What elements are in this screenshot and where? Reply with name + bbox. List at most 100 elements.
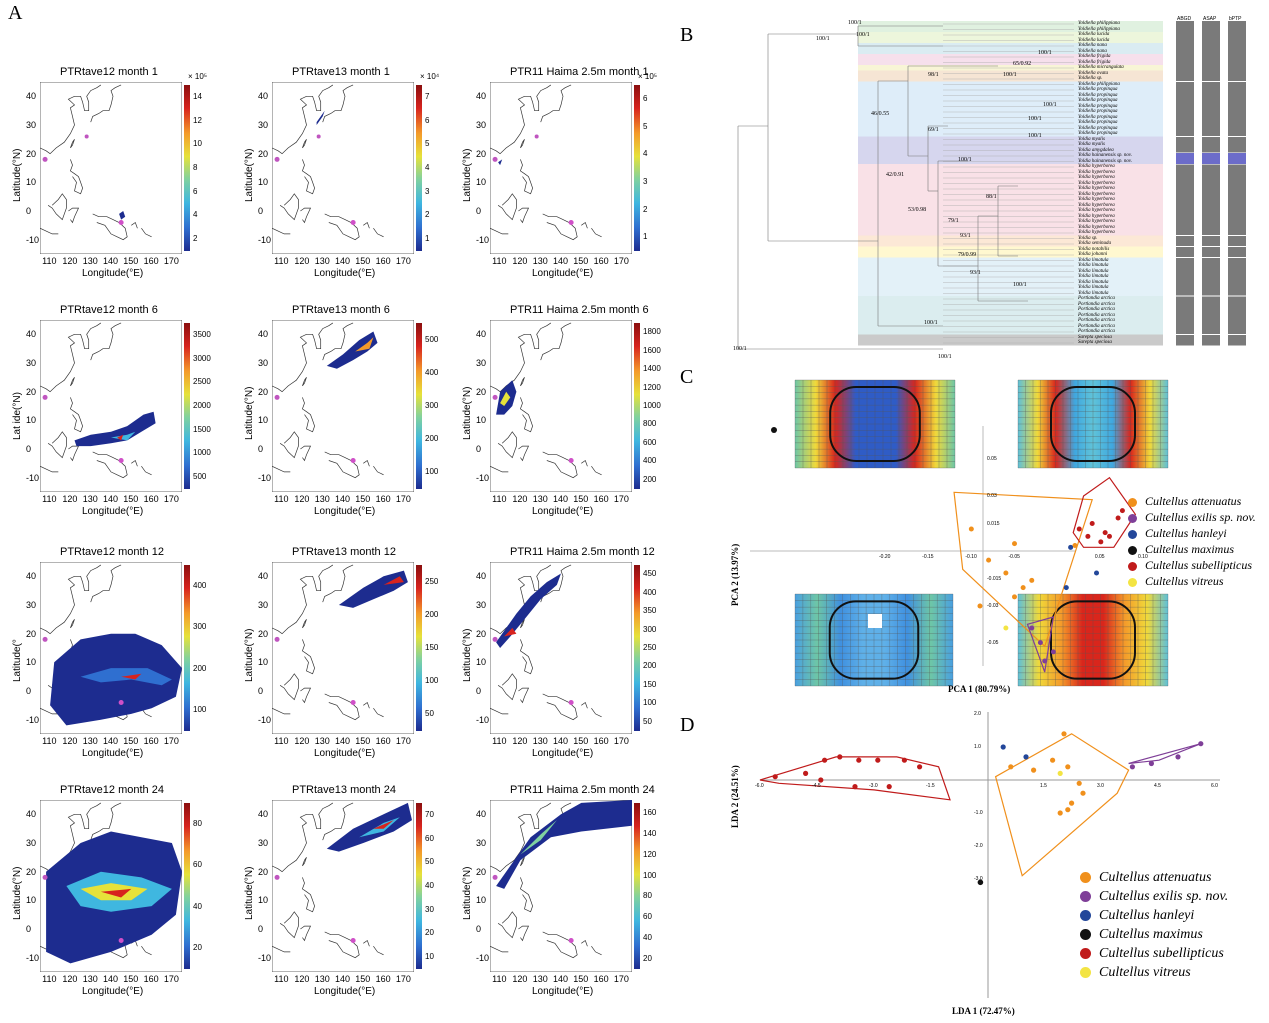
data-point	[1175, 754, 1181, 760]
lat-tick: 0	[476, 924, 482, 934]
colorbar-tick: 400	[643, 456, 657, 466]
colorbar-tick: 10	[425, 952, 434, 962]
lat-tick: 10	[476, 177, 487, 188]
tree-tip-label: Yoldiella propinqua	[1078, 87, 1118, 92]
tree-tip-label: Yoldiella lucida	[1078, 37, 1110, 43]
x-axis-label: Longitude(°E)	[532, 748, 594, 759]
tree-tip-label: Portlandia arctica	[1078, 296, 1115, 301]
lon-tick: 160	[375, 256, 391, 266]
map-plot	[40, 800, 182, 972]
y-axis-label: Latitude(°N)	[12, 148, 23, 202]
lat-tick: 30	[476, 600, 487, 610]
lat-tick: 20	[258, 628, 269, 639]
lat-tick: 0	[26, 206, 32, 216]
tree-tip-label: Yoldiella micrangulata	[1078, 65, 1124, 70]
map-plot	[490, 562, 632, 734]
legend-label: Cultellus exilis sp. nov.	[1099, 889, 1229, 904]
colorbar-tick: 120	[643, 849, 657, 859]
colorbar-tick: 2	[193, 234, 198, 244]
tree-tip-label: Yoldia hyperborea	[1078, 180, 1115, 186]
lat-tick: -10	[258, 234, 272, 245]
legend-label: Cultellus maximus	[1099, 927, 1203, 942]
lat-tick: 20	[476, 148, 487, 159]
colorbar-tick: 200	[643, 661, 657, 671]
lda-y-axis-label: LDA 2 (24.51%)	[730, 765, 740, 828]
lon-tick: 150	[355, 974, 371, 984]
map-title: PTRtave12 month 24	[60, 784, 164, 796]
tree-tip-label: Yoldia hyperborea	[1078, 202, 1115, 208]
data-point	[1029, 625, 1035, 631]
tree-tip-label: Yoldiella lucida	[1078, 32, 1110, 37]
lat-tick: 20	[258, 148, 269, 159]
tree-tip-label: Yoldia hyperborea	[1078, 230, 1115, 235]
colorbar-tick: 40	[425, 881, 434, 890]
data-point	[822, 757, 828, 763]
lon-tick: 110	[274, 494, 289, 504]
lon-tick: 140	[103, 736, 119, 746]
lon-tick: 150	[123, 256, 139, 266]
node-support-label: 100/1	[1038, 50, 1052, 56]
colorbar-tick: 1000	[643, 401, 661, 410]
colorbar-tick: 7	[425, 91, 430, 101]
tree-tip-label: Portlandia arctica	[1078, 312, 1115, 318]
tree-tip-label: Yoldia hyperborea	[1078, 213, 1115, 219]
lda-y-tick: 1.0	[974, 744, 981, 750]
lda-x-tick: -4.5	[812, 783, 821, 789]
data-point	[1085, 533, 1091, 539]
tree-tip-label: Yoldia amygdalea	[1078, 147, 1114, 153]
legend-swatch	[1080, 891, 1091, 903]
lat-tick: 40	[258, 329, 269, 340]
data-point	[901, 757, 907, 763]
lat-tick: -10	[476, 714, 490, 725]
deformation-grid	[794, 379, 956, 469]
lon-tick: 110	[492, 494, 507, 504]
lon-tick: 140	[553, 736, 569, 746]
tree-tip-label: Sarepta speciosa	[1078, 340, 1112, 345]
lat-tick: 10	[26, 895, 37, 906]
lon-tick: 170	[395, 494, 411, 504]
tree-tip-label: Portlandia arctica	[1078, 318, 1115, 323]
colorbar-tick: 140	[643, 829, 657, 839]
lon-tick: 160	[143, 736, 159, 746]
legend-swatch	[1128, 545, 1137, 555]
colorbar-tick: 2	[643, 204, 648, 214]
data-point	[875, 757, 881, 763]
tree-tip-label: Yoldiella frigida	[1078, 59, 1111, 65]
node-support-label: 100/1	[924, 320, 938, 326]
colorbar-exponent: × 10⁴	[420, 72, 440, 81]
colorbar-tick: 1500	[193, 424, 211, 434]
colorbar-tick: 300	[193, 622, 207, 632]
lda-y-tick: 2.0	[974, 711, 981, 717]
colorbar-tick: 400	[643, 587, 657, 597]
y-axis-label: Latitude(°N)	[462, 628, 473, 682]
pca-x-tick: -0.10	[965, 554, 977, 560]
panel-label-d: D	[680, 714, 695, 736]
lat-tick: 10	[258, 895, 269, 906]
lda-x-tick: -3.0	[869, 783, 878, 789]
colorbar-tick: 20	[193, 943, 202, 953]
tree-tip-label: Portlandia arctica	[1078, 307, 1115, 312]
lat-tick: 40	[476, 809, 487, 820]
data-point	[1057, 810, 1063, 816]
lon-tick: 150	[355, 256, 371, 266]
legend-item: Cultellus attenuatus	[1080, 870, 1211, 886]
y-axis-label: Latitude(°N)	[12, 866, 23, 920]
x-axis-label: Longitude(°E)	[532, 506, 594, 517]
colorbar	[634, 323, 640, 489]
colorbar-tick: 350	[643, 606, 657, 616]
legend-item: Cultellus exilis sp. nov.	[1080, 889, 1228, 905]
tree-tip-label: Yoldiella ovata	[1078, 70, 1108, 76]
tree-tip-label: Yoldia limatula	[1078, 279, 1109, 285]
map-plot	[40, 320, 182, 492]
x-axis-label: Longitude(°E)	[314, 748, 376, 759]
colorbar-tick: 4	[193, 210, 198, 220]
lon-tick: 140	[553, 974, 569, 984]
lon-tick: 120	[62, 256, 78, 266]
lon-tick: 130	[314, 256, 330, 266]
data-point	[1012, 594, 1017, 600]
colorbar-tick: 10	[193, 139, 202, 149]
y-axis-label: Latitude(°N)	[244, 628, 255, 682]
tree-tip-label: Yoldiella propinqua	[1078, 109, 1118, 114]
lat-tick: -10	[26, 234, 40, 245]
lon-tick: 150	[123, 974, 139, 984]
